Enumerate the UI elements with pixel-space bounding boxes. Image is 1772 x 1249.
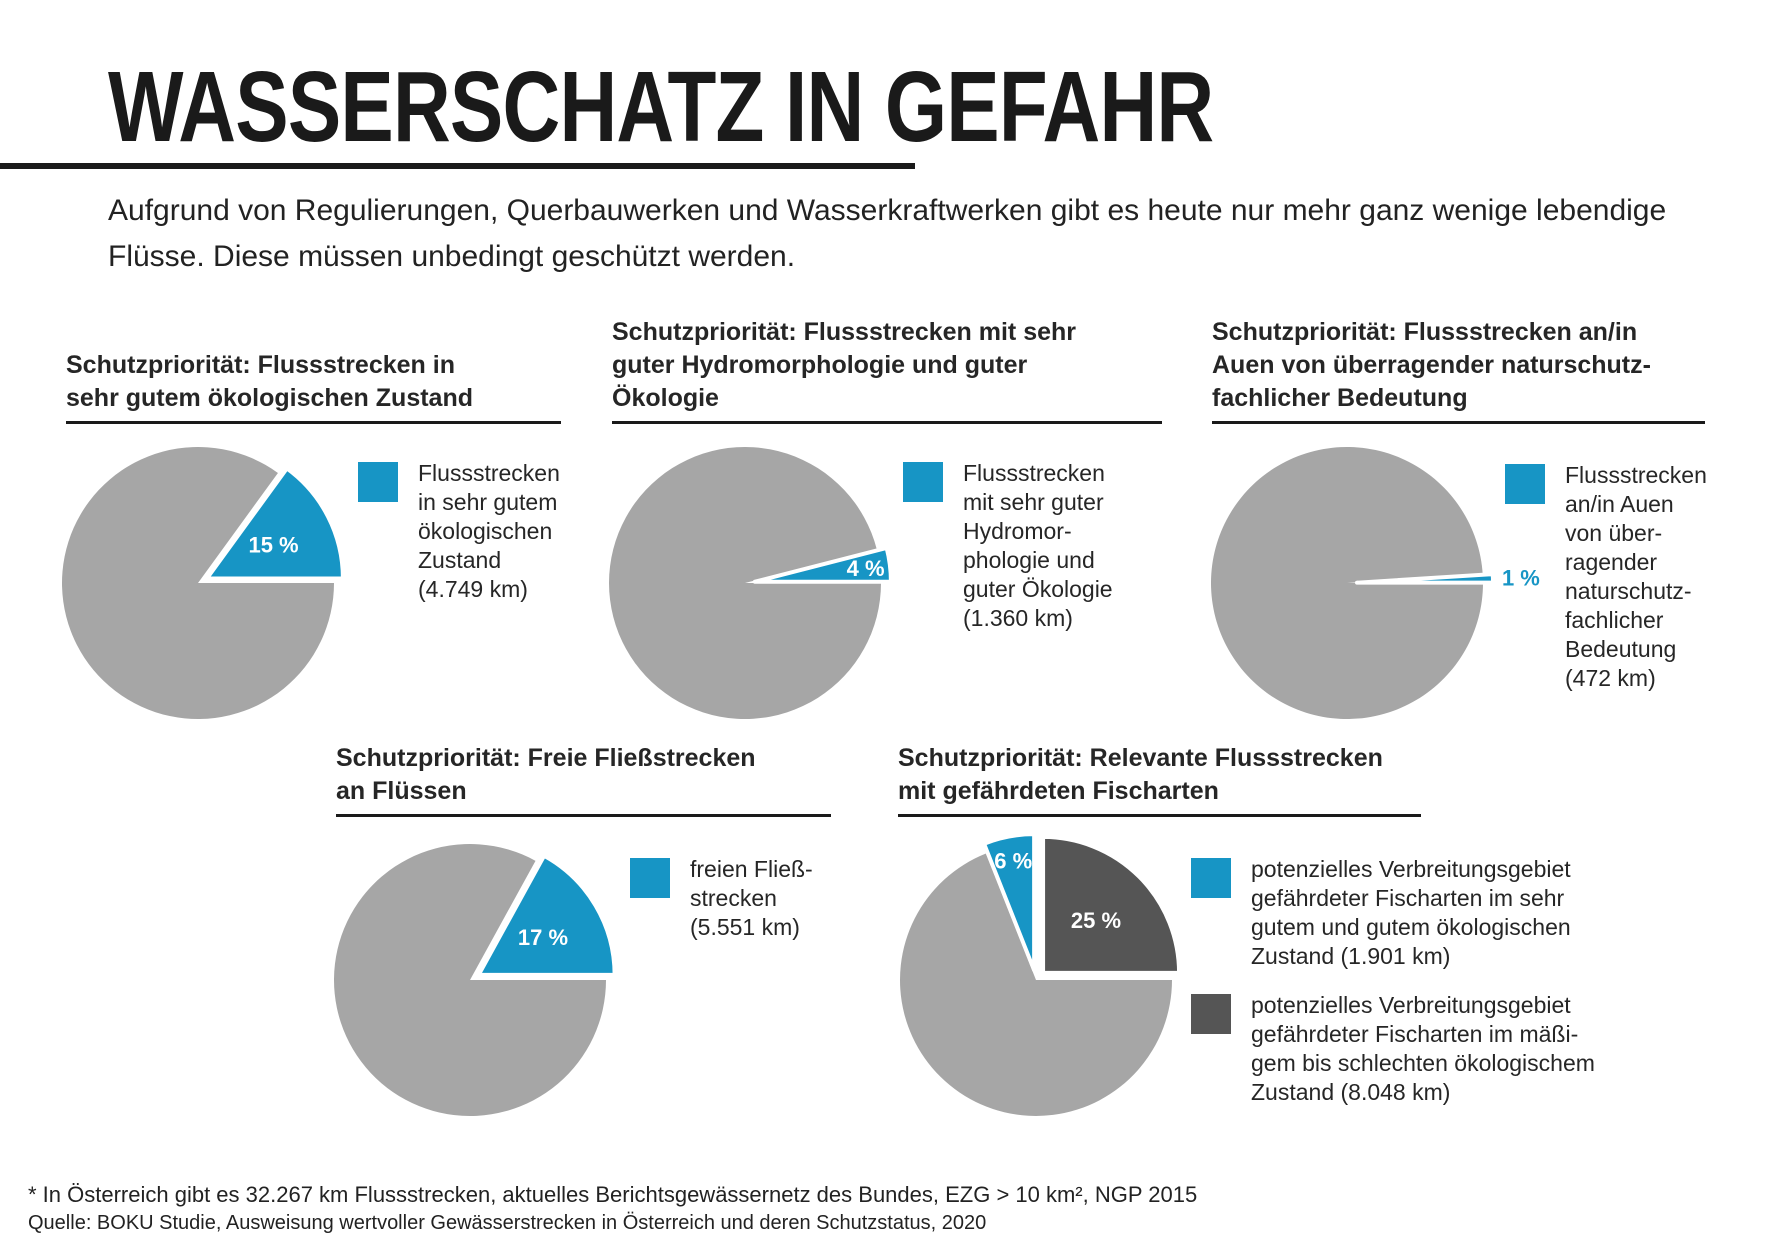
pie-chart: 17 %: [334, 844, 617, 1116]
legend-swatch: [358, 462, 398, 502]
legend-line: Zustand: [418, 547, 502, 573]
title-underline: [0, 163, 915, 169]
legend-line: mit sehr guter: [963, 489, 1104, 515]
chart-title: Schutzpriorität: Flussstrecken an/in Auen…: [1212, 316, 1705, 415]
pie-slice: [752, 545, 893, 584]
legend-line: gefährdeter Fischarten im sehr: [1251, 885, 1565, 911]
legend-line: strecken: [690, 885, 777, 911]
legend-swatch: [630, 858, 670, 898]
legend-line: freien Fließ-: [690, 856, 813, 882]
pie-slice-label: 25 %: [1071, 908, 1121, 933]
chart-title: Schutzpriorität: Relevante Flussstrecken…: [898, 742, 1421, 808]
chart-title: Schutzpriorität: Freie Fließstrecken an F…: [336, 742, 831, 808]
pie-slice: [982, 832, 1037, 973]
chart-title-line: Schutzpriorität: Freie Fließstrecken: [336, 744, 756, 772]
pie-slice: [204, 466, 345, 581]
pie-slice-rest: [1211, 447, 1483, 720]
legend-line: Zustand (1.901 km): [1251, 943, 1451, 969]
pie-slice: [1354, 572, 1495, 585]
legend-line: ökologischen: [418, 518, 553, 544]
legend-line: von über-: [1565, 520, 1663, 546]
pie-slice: [1041, 834, 1182, 975]
chart-title-line: guter Hydromorphologie und guter: [612, 351, 1028, 379]
legend-text: Flussstrecken in sehr gutem ökologischen Zu…: [418, 459, 560, 604]
legend-line: Hydromor-: [963, 518, 1072, 544]
pie-slice-label: 6 %: [994, 849, 1032, 874]
legend-text: potenzielles Verbreitungsgebiet gefährdet…: [1251, 855, 1571, 971]
pie-slice-label: 1 %: [1502, 566, 1540, 591]
chart-title: Schutzpriorität: Flussstrecken in sehr gu…: [66, 349, 561, 415]
legend-swatch: [1191, 994, 1231, 1034]
chart-title-line: mit gefährdeten Fischarten: [898, 777, 1219, 805]
pie-slice: [476, 853, 617, 977]
pie-slice-label: 17 %: [518, 925, 568, 950]
legend-line: in sehr gutem: [418, 489, 558, 515]
pie-chart: 1 %: [1211, 447, 1540, 720]
legend-line: Zustand (8.048 km): [1251, 1079, 1451, 1105]
legend-swatch: [1505, 464, 1545, 504]
legend-line: an/in Auen: [1565, 491, 1674, 517]
intro-text: Aufgrund von Regulierungen, Querbauwerke…: [108, 194, 1667, 273]
legend-line: (5.551 km): [690, 914, 800, 940]
legend-line: naturschutz-: [1565, 578, 1692, 604]
footnote: * In Österreich gibt es 32.267 km Flusss…: [28, 1182, 1198, 1207]
legend-line: guter Ökologie: [963, 576, 1113, 602]
chart-title-rule: [612, 421, 1162, 424]
pie-chart: 15 %: [62, 446, 345, 719]
chart-title-line: fachlicher Bedeutung: [1212, 384, 1468, 412]
legend-line: gutem und gutem ökologischen: [1251, 914, 1571, 940]
legend-line: ragender: [1565, 549, 1658, 575]
chart-title-line: an Flüssen: [336, 777, 467, 805]
chart-title-rule: [898, 814, 1421, 817]
legend-line: (1.360 km): [963, 605, 1073, 631]
pie-slice-rest: [334, 844, 606, 1116]
chart-title-rule: [336, 814, 831, 817]
legend-text: Flussstrecken an/in Auen von über-ragender…: [1565, 461, 1707, 693]
pie-slice-rest: [900, 853, 1172, 1116]
legend-line: gefährdeter Fischarten im mäßi-: [1251, 1021, 1579, 1047]
chart-title-rule: [1212, 421, 1705, 424]
legend-text: potenzielles Verbreitungsgebiet gefährdet…: [1251, 991, 1595, 1107]
pie-slice-rest: [62, 446, 335, 719]
legend-swatch: [903, 462, 943, 502]
page-title: WASSERSCHATZ IN GEFAHR: [108, 51, 1214, 163]
source-note: Quelle: BOKU Studie, Ausweisung wertvoll…: [28, 1212, 987, 1234]
chart-title-line: Ökologie: [612, 384, 719, 412]
chart-title-line: Auen von überragender naturschutz-: [1212, 351, 1651, 379]
chart-title-line: Schutzpriorität: Relevante Flussstrecken: [898, 744, 1383, 772]
legend-line: (472 km): [1565, 665, 1656, 691]
chart-title-line: Schutzpriorität: Flussstrecken mit sehr: [612, 318, 1077, 346]
legend-line: Flussstrecken: [963, 460, 1105, 486]
legend-line: gem bis schlechten ökologischem: [1251, 1050, 1595, 1076]
pie-slice-rest: [609, 447, 881, 719]
pie-chart: 4 %: [609, 447, 893, 719]
legend-text: freien Fließ-strecken (5.551 km): [690, 855, 813, 942]
legend-line: potenzielles Verbreitungsgebiet: [1251, 992, 1571, 1018]
legend-line: potenzielles Verbreitungsgebiet: [1251, 856, 1571, 882]
chart-title-rule: [66, 421, 561, 424]
pie-slice-label: 15 %: [248, 533, 298, 558]
legend-line: Bedeutung: [1565, 636, 1677, 662]
legend-swatch: [1191, 858, 1231, 898]
chart-title-line: sehr gutem ökologischen Zustand: [66, 384, 473, 412]
chart-title-line: Schutzpriorität: Flussstrecken an/in: [1212, 318, 1638, 346]
legend-line: (4.749 km): [418, 576, 528, 602]
chart-title-line: Schutzpriorität: Flussstrecken in: [66, 351, 455, 379]
pie-chart: 6 % 25 %: [900, 832, 1182, 1116]
pie-slice-label: 4 %: [847, 556, 885, 581]
legend-line: Flussstrecken: [1565, 462, 1707, 488]
legend-line: phologie und: [963, 547, 1095, 573]
legend-text: Flussstrecken mit sehr guter Hydromor-phol…: [963, 459, 1113, 633]
legend-line: fachlicher: [1565, 607, 1664, 633]
chart-title: Schutzpriorität: Flussstrecken mit sehr g…: [612, 316, 1162, 415]
legend-line: Flussstrecken: [418, 460, 560, 486]
